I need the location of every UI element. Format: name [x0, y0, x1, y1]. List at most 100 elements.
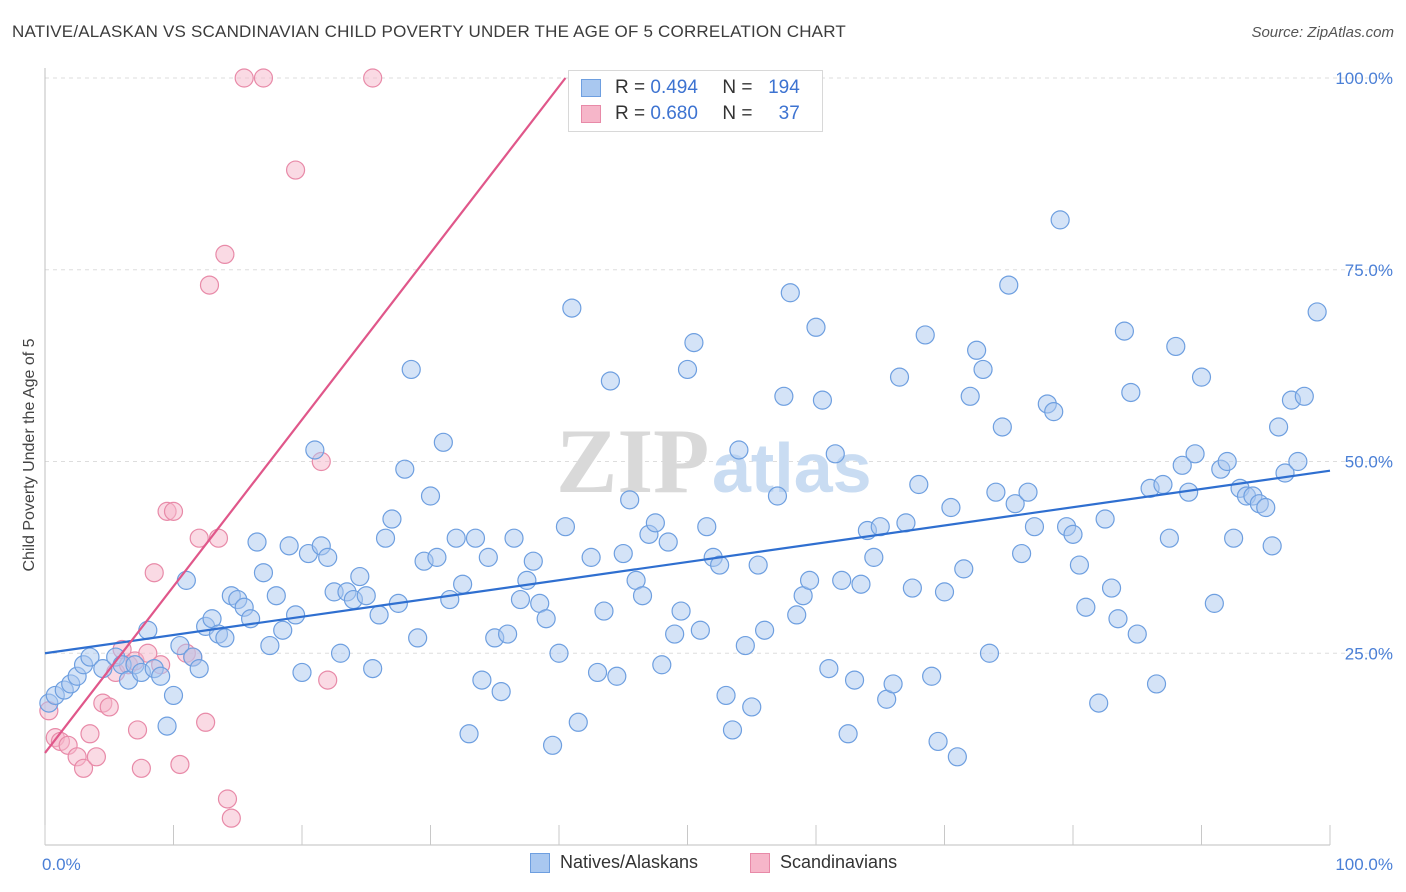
y-tick-label: 75.0% — [1345, 261, 1393, 280]
legend-r-value: 0.680 — [650, 103, 698, 124]
native-point — [260, 635, 280, 656]
native-point — [369, 605, 389, 625]
native-point — [1191, 367, 1212, 387]
y-tick-labels: 25.0% 50.0% 75.0% 100.0% — [1335, 69, 1393, 663]
native-point — [542, 735, 563, 755]
native-point — [587, 662, 608, 683]
native-point — [176, 570, 196, 590]
x-tick-labels: 0.0% 100.0% — [42, 855, 1393, 874]
native-point — [1294, 386, 1314, 406]
scandinavians-points — [39, 68, 383, 828]
legend-swatch-blue — [581, 79, 601, 97]
native-point — [1256, 497, 1276, 518]
legend-r-label: R = — [615, 77, 646, 98]
native-point — [330, 643, 351, 663]
native-point — [420, 486, 441, 506]
native-point — [819, 658, 839, 679]
native-point — [1108, 609, 1128, 629]
scandinavian-point — [285, 160, 306, 180]
scandinavian-point — [127, 720, 148, 740]
native-point — [883, 674, 903, 694]
native-point — [273, 620, 293, 640]
scandinavian-point — [99, 697, 119, 717]
native-point — [967, 340, 987, 360]
native-point — [690, 620, 710, 640]
scandinavian-point — [217, 789, 238, 809]
y-tick-label: 25.0% — [1345, 644, 1393, 663]
legend-swatch-pink — [581, 105, 601, 123]
native-point — [806, 317, 826, 337]
native-point — [1121, 382, 1141, 403]
native-point — [1166, 336, 1186, 357]
native-point — [1044, 402, 1064, 422]
native-point — [1018, 482, 1038, 502]
correlation-legend: R = 0.494 N = 194 R = 0.680 N = 37 — [568, 70, 823, 132]
native-point — [902, 578, 922, 598]
y-axis-title: Child Poverty Under the Age of 5 — [21, 338, 38, 571]
native-point — [632, 586, 653, 606]
native-point — [652, 655, 672, 675]
legend-r-label: R = — [615, 103, 646, 124]
native-point — [356, 586, 376, 606]
native-point — [523, 551, 543, 571]
native-point — [1089, 693, 1109, 713]
native-point — [80, 647, 100, 667]
native-point — [780, 283, 800, 303]
native-point — [446, 528, 466, 548]
native-point — [1127, 624, 1147, 644]
native-point — [465, 528, 486, 548]
native-point — [395, 459, 415, 479]
native-point — [710, 555, 730, 575]
bottom-legend-scandinavians: Scandinavians — [750, 852, 897, 873]
scandinavian-point — [199, 275, 220, 295]
native-point — [401, 359, 421, 380]
native-point — [979, 643, 1000, 663]
native-point — [960, 386, 980, 406]
native-point — [697, 517, 717, 537]
y-tick-label: 50.0% — [1345, 453, 1393, 472]
native-point — [1063, 524, 1083, 544]
native-point — [716, 685, 736, 706]
native-point — [658, 532, 678, 552]
x-tick-label-min: 0.0% — [42, 855, 81, 874]
native-point — [549, 643, 569, 663]
native-point — [1307, 302, 1327, 322]
native-point — [922, 666, 942, 686]
scandinavian-point — [170, 754, 190, 775]
native-point — [812, 390, 833, 410]
chart-title: NATIVE/ALASKAN VS SCANDINAVIAN CHILD POV… — [12, 22, 846, 41]
native-point — [266, 586, 286, 606]
native-point — [459, 724, 479, 744]
bottom-legend-label: Natives/Alaskans — [560, 852, 699, 872]
native-point — [215, 628, 235, 648]
native-point — [1224, 528, 1244, 548]
native-point — [1185, 444, 1205, 464]
native-point — [382, 509, 402, 529]
native-point — [1011, 543, 1032, 564]
source-label: Source: ZipAtlas.com — [1251, 24, 1394, 41]
scandinavian-point — [208, 528, 229, 548]
native-point — [594, 601, 614, 621]
natives-trend-line — [44, 469, 1331, 655]
native-point — [453, 574, 473, 594]
native-point — [247, 532, 267, 552]
bottom-legend-natives: Natives/Alaskans — [530, 852, 698, 873]
native-point — [1101, 578, 1122, 598]
native-point — [189, 658, 209, 679]
scandinavian-point — [234, 68, 254, 88]
scandinavian-point — [196, 712, 216, 732]
native-point — [1005, 494, 1025, 514]
axes — [44, 68, 1331, 846]
native-point — [1288, 451, 1308, 472]
native-point — [253, 563, 274, 583]
watermark-atlas: atlas — [712, 429, 872, 507]
native-point — [498, 624, 518, 644]
scandinavian-point — [363, 68, 383, 88]
native-point — [665, 624, 685, 644]
legend-row-scandinavians: R = 0.680 N = 37 — [581, 101, 800, 127]
native-point — [157, 716, 177, 736]
native-point — [799, 570, 820, 590]
native-point — [151, 666, 171, 686]
native-point — [1268, 417, 1289, 437]
